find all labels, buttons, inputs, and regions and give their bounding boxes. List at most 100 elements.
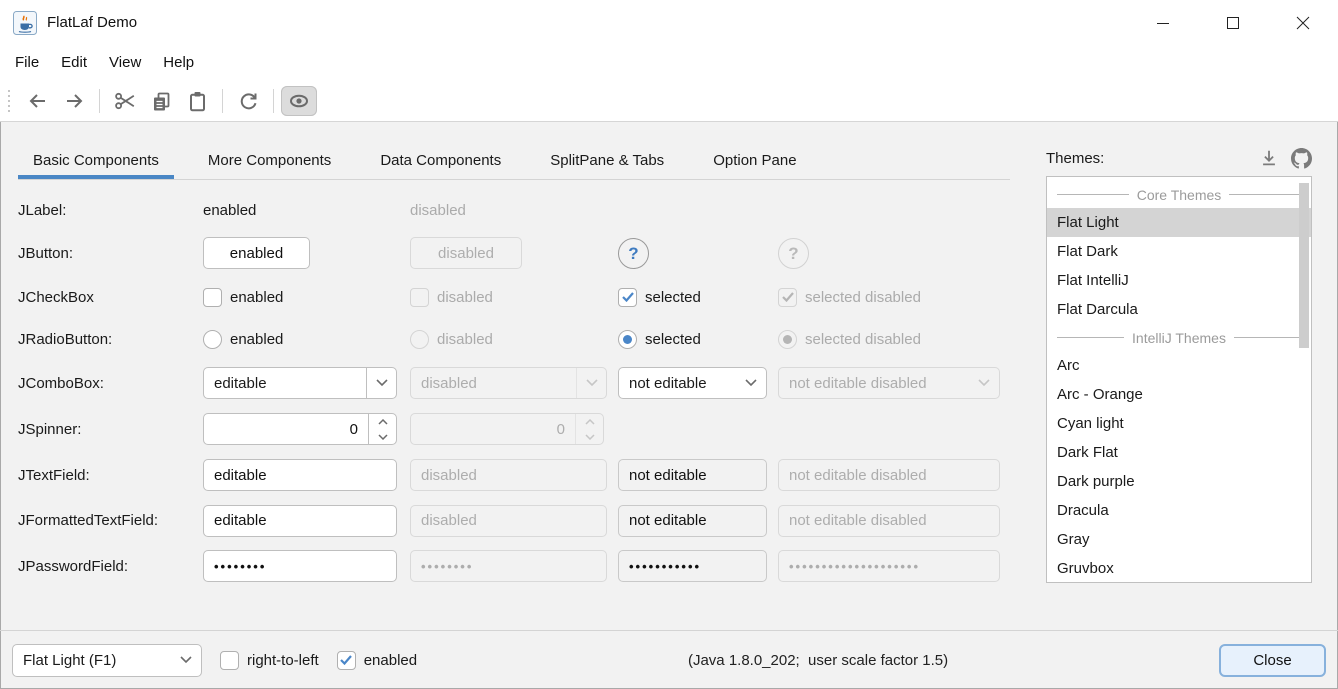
paste-icon[interactable] [179,86,215,116]
maximize-button[interactable] [1198,0,1268,45]
jbutton-enabled[interactable]: enabled [203,237,310,269]
jformattedtextfield-row-label: JFormattedTextField: [18,512,159,529]
menu-view[interactable]: View [109,54,142,71]
radio-selected-icon[interactable] [618,329,637,349]
chevron-down-icon[interactable] [366,368,396,398]
theme-item-flat-intellij[interactable]: Flat IntelliJ [1057,272,1129,289]
github-icon[interactable] [1291,147,1312,169]
components-pane: Basic Components More Components Data Co… [18,122,1010,630]
textfield-editable[interactable] [203,459,397,491]
laf-combobox[interactable]: Flat Light (F1) [12,643,202,677]
jradiobutton-row-label: JRadioButton: [18,330,113,348]
passwordfield-editable[interactable] [203,550,397,582]
cut-icon[interactable] [107,86,143,116]
combobox-not-editable-disabled: not editable disabled [778,367,1000,399]
theme-item-arc-orange[interactable]: Arc - Orange [1057,386,1143,403]
enabled-checkbox[interactable]: enabled [336,650,417,670]
themes-separator: Core Themes [1047,181,1311,208]
theme-item-dark-flat[interactable]: Dark Flat [1057,444,1118,461]
jlabel-disabled: disabled [410,201,466,219]
copy-icon[interactable] [143,86,179,116]
content-area: Basic Components More Components Data Co… [0,122,1338,630]
tab-data-components[interactable]: Data Components [380,152,502,169]
show-details-toggle[interactable] [281,85,317,116]
theme-item-dark-purple[interactable]: Dark purple [1057,473,1135,490]
window-title: FlatLaf Demo [47,14,138,31]
formattedtextfield-disabled [410,504,607,537]
tab-more-components[interactable]: More Components [207,152,332,169]
jbutton-disabled: disabled [410,237,522,269]
checkbox-checked-icon[interactable] [618,287,637,307]
tab-option-pane[interactable]: Option Pane [713,152,797,169]
close-window-button[interactable] [1268,0,1338,45]
radio-disabled: disabled [410,329,618,349]
radio-icon [410,329,429,349]
menu-help[interactable]: Help [163,54,195,71]
toolbar-separator [273,88,274,113]
menu-edit[interactable]: Edit [61,54,88,71]
forward-button[interactable] [56,86,92,116]
theme-item-arc[interactable]: Arc [1057,357,1080,374]
help-button[interactable]: ? [618,237,649,269]
spinner-enabled[interactable] [203,413,397,445]
download-icon[interactable] [1259,148,1279,168]
spinner-up-icon[interactable] [369,414,396,429]
radio-selected[interactable]: selected [618,329,778,349]
formattedtextfield-editable[interactable] [203,504,397,537]
back-button[interactable] [20,86,56,116]
checkbox-selected-disabled: selected disabled [778,287,1007,307]
jcombobox-row-label: JComboBox: [18,374,104,392]
tab-splitpane-tabs[interactable]: SplitPane & Tabs [550,152,665,169]
checkbox-disabled: disabled [410,287,618,307]
chevron-down-icon[interactable] [736,368,766,398]
java-version-info: (Java 1.8.0_202; user scale factor 1.5) [687,651,949,669]
theme-item-flat-darcula[interactable]: Flat Darcula [1057,301,1138,318]
menu-file[interactable]: File [15,54,40,71]
minimize-button[interactable] [1128,0,1198,45]
radio-enabled[interactable]: enabled [203,329,410,349]
combobox-not-editable[interactable]: not editable [618,367,767,399]
theme-item-flat-light[interactable]: Flat Light [1047,208,1311,237]
chevron-down-icon [969,368,999,398]
combobox-editable[interactable]: editable [203,367,397,399]
spinner-input[interactable] [204,414,368,444]
tab-strip: Basic Components More Components Data Co… [18,144,1010,180]
theme-item-flat-dark[interactable]: Flat Dark [1057,243,1118,260]
status-bar: Flat Light (F1) right-to-left enabled (J… [0,630,1338,689]
toolbar-separator [99,88,100,113]
themes-list: Core Themes Flat Light Flat Dark Flat In… [1046,176,1312,583]
spinner-disabled [410,413,604,445]
right-to-left-checkbox[interactable]: right-to-left [220,650,319,670]
spinner-down-icon[interactable] [369,429,396,444]
checkbox-icon[interactable] [220,650,239,670]
passwordfield-not-editable [618,550,767,582]
checkbox-icon[interactable] [203,287,222,307]
checkbox-checked-icon[interactable] [336,650,356,670]
themes-scrollbar-thumb[interactable] [1299,183,1309,348]
radio-selected-disabled: selected disabled [778,329,1007,349]
theme-item-cyan-light[interactable]: Cyan light [1057,415,1124,432]
refresh-icon[interactable] [230,86,266,116]
checkbox-selected[interactable]: selected [618,287,778,307]
themes-heading: Themes: [1046,149,1105,167]
chevron-down-icon[interactable] [171,645,201,676]
jpasswordfield-row-label: JPasswordField: [18,557,129,575]
menu-bar: File Edit View Help [0,45,1338,80]
jbutton-row-label: JButton: [18,244,74,262]
spinner-input [411,414,575,444]
theme-item-gruvbox[interactable]: Gruvbox [1057,560,1114,577]
jspinner-row-label: JSpinner: [18,420,82,438]
theme-item-gray[interactable]: Gray [1057,531,1090,548]
jlabel-enabled: enabled [203,201,257,219]
close-button[interactable]: Close [1219,643,1326,677]
help-button-disabled: ? [778,237,809,269]
radio-icon[interactable] [203,329,222,349]
passwordfield-disabled [410,550,607,582]
toolbar-grip[interactable] [6,88,14,114]
textfield-not-editable-disabled [778,459,1000,491]
checkbox-enabled[interactable]: enabled [203,287,410,307]
jcheckbox-row-label: JCheckBox [18,288,94,306]
theme-item-dracula[interactable]: Dracula [1057,502,1109,519]
tab-basic-components[interactable]: Basic Components [18,144,174,179]
